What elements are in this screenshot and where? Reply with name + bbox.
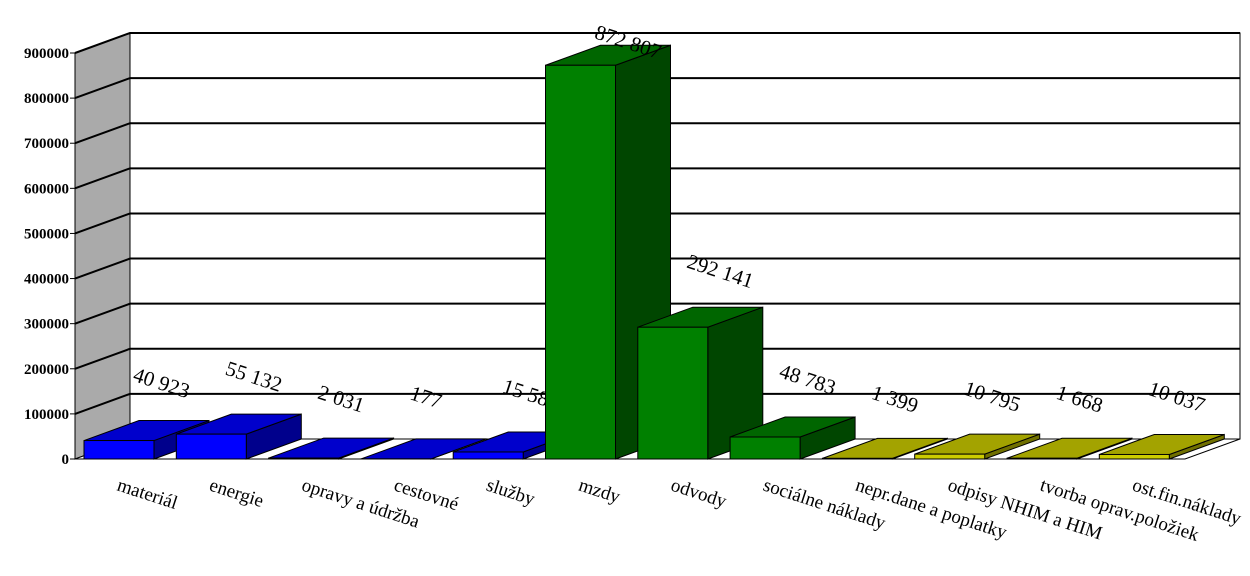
category-label-6: odvody bbox=[668, 475, 729, 513]
side-wall bbox=[75, 33, 130, 459]
ytick-label-9: 900000 bbox=[24, 46, 69, 62]
ytick-label-1: 100000 bbox=[24, 407, 69, 423]
ytick-label-6: 600000 bbox=[24, 181, 69, 197]
bar-front-4 bbox=[453, 452, 523, 459]
bar-front-11 bbox=[1099, 454, 1169, 459]
ytick-label-5: 500000 bbox=[24, 226, 69, 242]
ytick-label-7: 700000 bbox=[24, 136, 69, 152]
bar-front-5 bbox=[546, 65, 616, 459]
ytick-label-3: 300000 bbox=[24, 317, 69, 333]
bar-front-2 bbox=[269, 458, 339, 459]
ytick-label-2: 200000 bbox=[24, 362, 69, 378]
category-label-0: materiál bbox=[114, 475, 180, 514]
bar-front-10 bbox=[1007, 458, 1077, 459]
category-label-4: služby bbox=[484, 475, 538, 510]
bar-front-1 bbox=[176, 434, 246, 459]
bar-front-0 bbox=[84, 441, 154, 459]
ytick-label-4: 400000 bbox=[24, 272, 69, 288]
bar-front-7 bbox=[730, 437, 800, 459]
ytick-label-0: 0 bbox=[62, 452, 70, 468]
bar-front-6 bbox=[638, 327, 708, 459]
bar-front-9 bbox=[915, 454, 985, 459]
bar-front-8 bbox=[822, 458, 892, 459]
category-label-5: mzdy bbox=[576, 475, 623, 508]
category-label-1: energie bbox=[207, 475, 266, 512]
ytick-label-8: 800000 bbox=[24, 91, 69, 107]
